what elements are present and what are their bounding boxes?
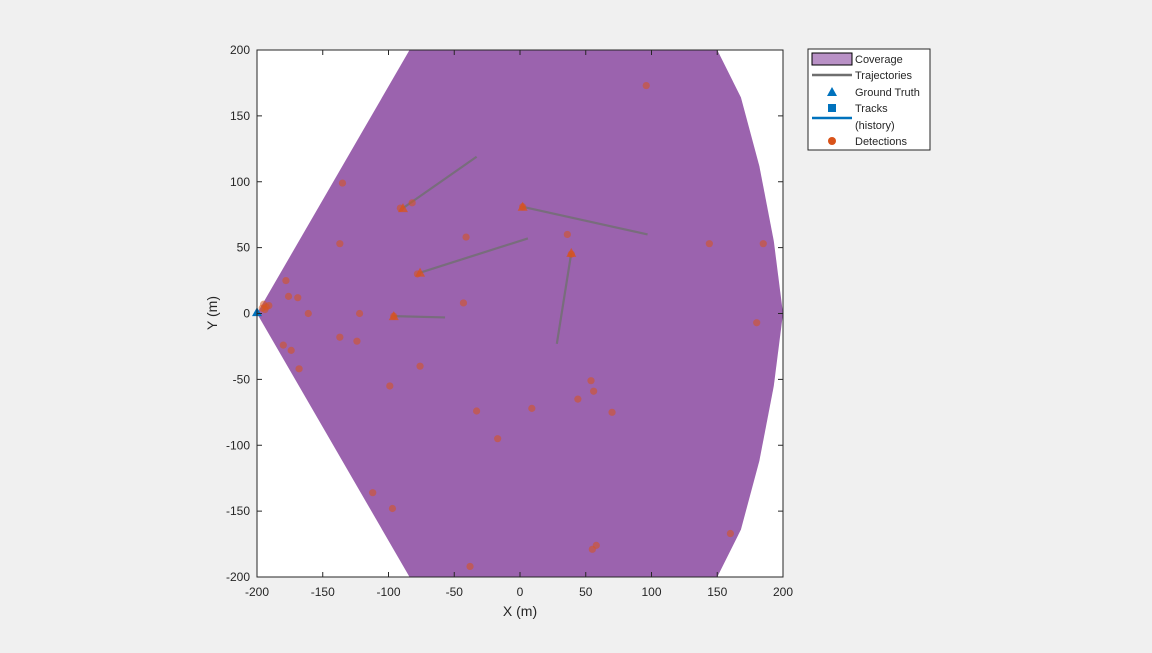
legend-items: Coverage Trajectories Ground Truth Tracks (h… [811, 52, 920, 148]
detection-point [279, 341, 287, 349]
ground-truth-marker [388, 311, 399, 321]
x-axis-label: X (m) [503, 603, 537, 619]
detection-point [338, 179, 347, 187]
detection-point [705, 240, 713, 248]
legend-label: Ground Truth [855, 87, 920, 99]
coverage-layer [257, 50, 783, 577]
legend: Coverage Trajectories Ground Truth Tracks (h… [807, 48, 931, 151]
detection-point [466, 562, 474, 571]
y-tick-label: -100 [226, 438, 250, 452]
detection-point [494, 435, 502, 443]
detection-point [304, 309, 312, 318]
detection-point [528, 404, 536, 412]
ground-truth-marker [517, 201, 528, 211]
detection-point [336, 333, 344, 341]
legend-entry: Detections [828, 136, 907, 148]
x-tick-label: 150 [707, 585, 727, 599]
coverage-area [257, 50, 783, 577]
detection-point [369, 489, 377, 497]
legend-label: Trajectories [855, 70, 913, 82]
detection-point [563, 230, 571, 239]
x-tick-label: -100 [376, 585, 400, 599]
y-tick-label: -50 [233, 372, 251, 386]
legend-swatch-triangle [827, 87, 837, 96]
y-tick-label: 200 [230, 43, 250, 57]
detection-point [388, 504, 397, 513]
detection-point [294, 294, 302, 302]
detection-point [295, 365, 303, 373]
detection-point [462, 233, 470, 241]
trajectory-5 [555, 252, 573, 344]
detection-point [608, 408, 616, 416]
y-tick-label: 50 [237, 241, 251, 255]
detection-point [642, 81, 650, 90]
detection-point [590, 387, 598, 395]
x-tick-label: 200 [773, 585, 793, 599]
detection-point [574, 395, 582, 403]
detection-point [386, 382, 394, 390]
detection-point [587, 377, 595, 385]
detection-layer [258, 81, 767, 571]
y-tick-label: -150 [226, 504, 250, 518]
ground-truth-marker [397, 203, 408, 213]
x-tick-label: 0 [517, 585, 524, 599]
detection-point [336, 240, 344, 248]
legend-entry: (history) [812, 116, 895, 132]
x-tick-label: 100 [641, 585, 661, 599]
tick-layer: -200 -150 -100 -50 0 50 100 150 200 -200 -150 -100 -… [226, 43, 793, 599]
detection-point [355, 309, 364, 318]
detection-point [473, 407, 481, 415]
detection-point [753, 319, 761, 327]
detection-point [726, 529, 735, 538]
y-tick-label: 0 [243, 307, 250, 321]
legend-label: Tracks [855, 103, 888, 115]
ground-truth-marker [566, 247, 577, 257]
legend-box [807, 48, 931, 151]
x-tick-label: 50 [579, 585, 593, 599]
ground-truth-marker [415, 267, 426, 277]
detection-point [261, 305, 269, 314]
y-tick-label: 150 [230, 109, 250, 123]
x-tick-label: -50 [446, 585, 464, 599]
detection-point [759, 240, 767, 248]
y-tick-label: -200 [226, 570, 250, 584]
legend-entry: Ground Truth [827, 87, 920, 99]
detection-point [459, 299, 468, 307]
trajectory-1 [402, 155, 478, 210]
legend-swatch-square [828, 104, 836, 112]
x-tick-label: -150 [311, 585, 335, 599]
trajectory-2 [522, 205, 648, 236]
detection-point [353, 337, 361, 345]
y-axis-label: Y (m) [204, 296, 220, 330]
legend-entry: Coverage [811, 52, 903, 66]
detection-point [287, 346, 295, 354]
detection-point [282, 276, 290, 285]
trajectory-3 [419, 237, 529, 274]
y-tick-label: 100 [230, 175, 250, 189]
legend-label: (history) [855, 120, 895, 132]
x-tick-label: -200 [245, 585, 269, 599]
legend-label: Coverage [855, 54, 903, 66]
legend-entry: Tracks [828, 103, 888, 115]
trajectory-layer [393, 155, 648, 344]
legend-swatch-coverage [811, 52, 853, 66]
legend-label: Detections [855, 136, 907, 148]
detection-point [588, 545, 596, 553]
detection-point [408, 199, 416, 207]
legend-entry: Trajectories [812, 70, 913, 82]
trajectory-4 [393, 315, 446, 319]
detection-point [284, 292, 293, 300]
detection-point [416, 362, 424, 370]
legend-swatch-circle [828, 137, 836, 145]
